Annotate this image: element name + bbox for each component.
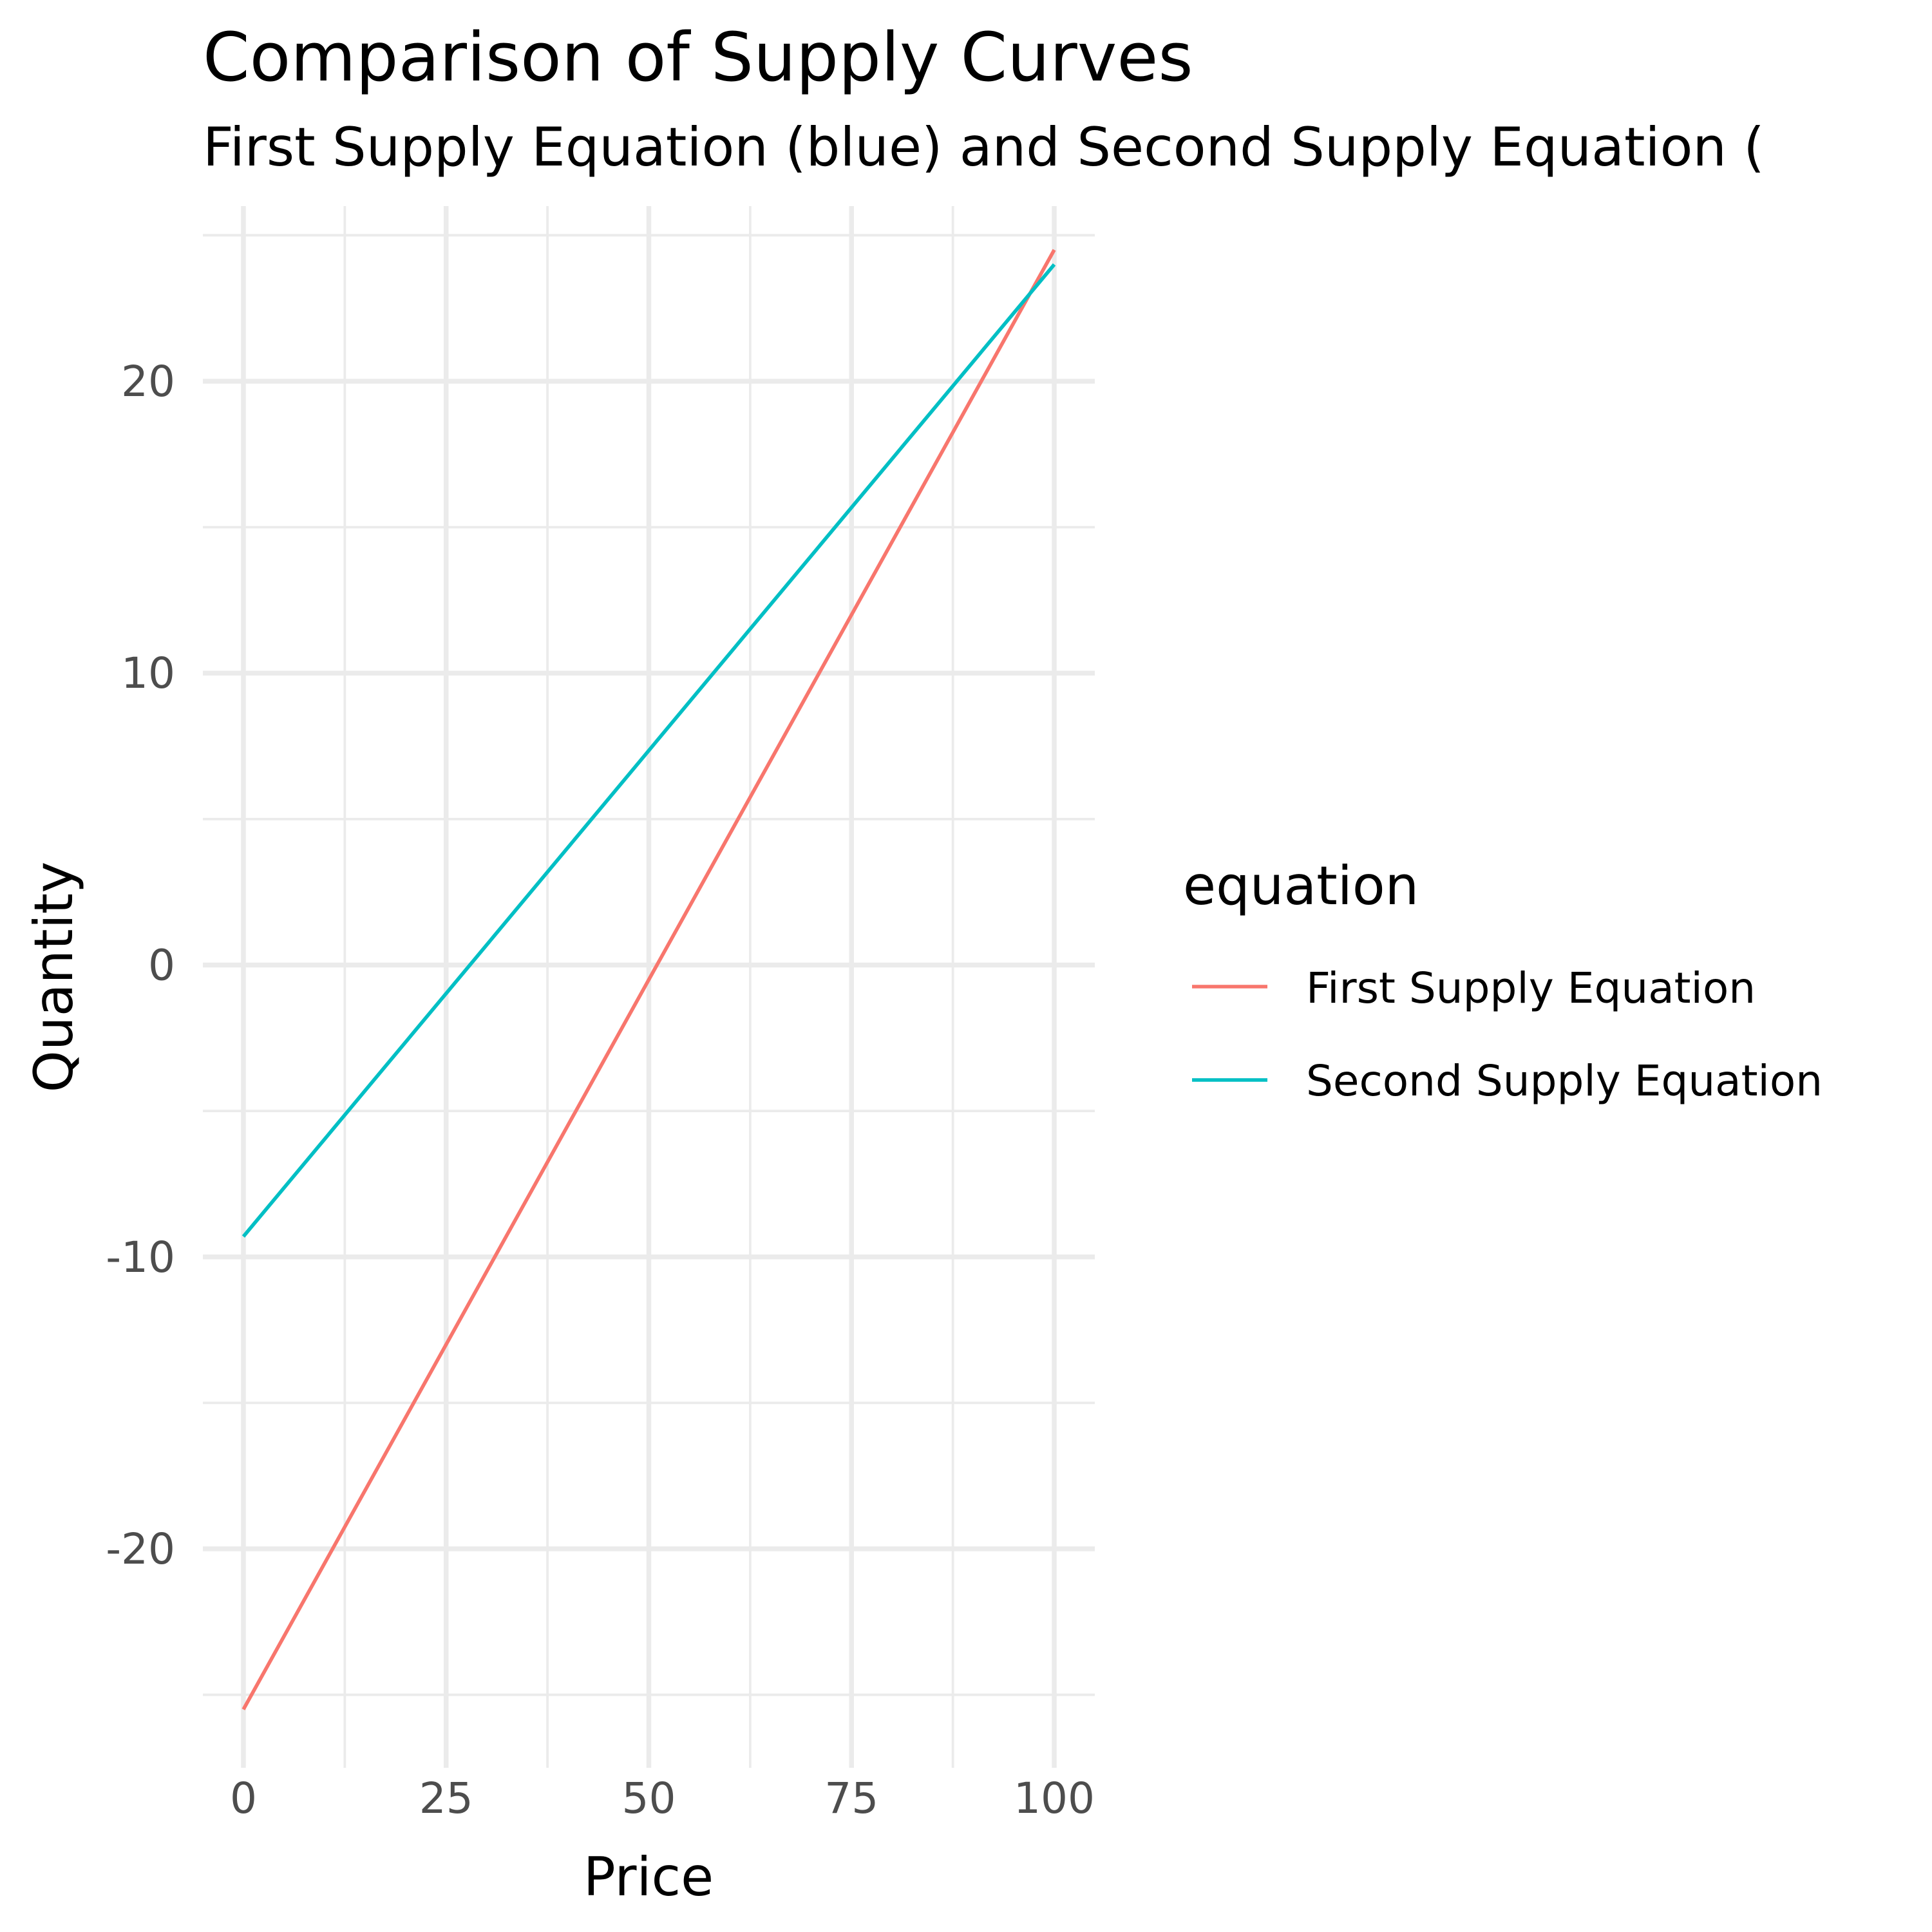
- y-tick-label: 20: [121, 357, 175, 406]
- x-tick-label: 0: [230, 1774, 257, 1823]
- series-line-second-supply: [242, 263, 1056, 1238]
- legend: equation First Supply Equation Second Su…: [1183, 855, 1823, 1106]
- chart-subtitle: First Supply Equation (blue) and Second …: [203, 116, 1765, 178]
- y-tick-label: -20: [106, 1524, 175, 1574]
- x-tick-label: 25: [419, 1774, 473, 1823]
- x-axis-title: Price: [583, 1846, 714, 1908]
- y-tick-label: 10: [121, 649, 175, 698]
- x-tick-label: 75: [824, 1774, 878, 1823]
- legend-label-second-supply: Second Supply Equation: [1306, 1056, 1823, 1106]
- x-tick-label: 50: [622, 1774, 676, 1823]
- x-tick-label: 100: [1014, 1774, 1095, 1823]
- chart-title: Comparison of Supply Curves: [203, 18, 1193, 97]
- tick-labels: 0 25 50 75 100 -20 -10 0 10 20: [106, 357, 1095, 1823]
- y-tick-label: -10: [106, 1233, 175, 1282]
- legend-label-first-supply: First Supply Equation: [1306, 963, 1756, 1013]
- y-axis-title: Quantity: [23, 862, 85, 1093]
- y-tick-label: 0: [148, 941, 175, 990]
- major-gridlines: [203, 206, 1095, 1768]
- legend-title: equation: [1183, 855, 1419, 917]
- series-line-first-supply: [242, 249, 1056, 1710]
- series-lines: [242, 249, 1056, 1710]
